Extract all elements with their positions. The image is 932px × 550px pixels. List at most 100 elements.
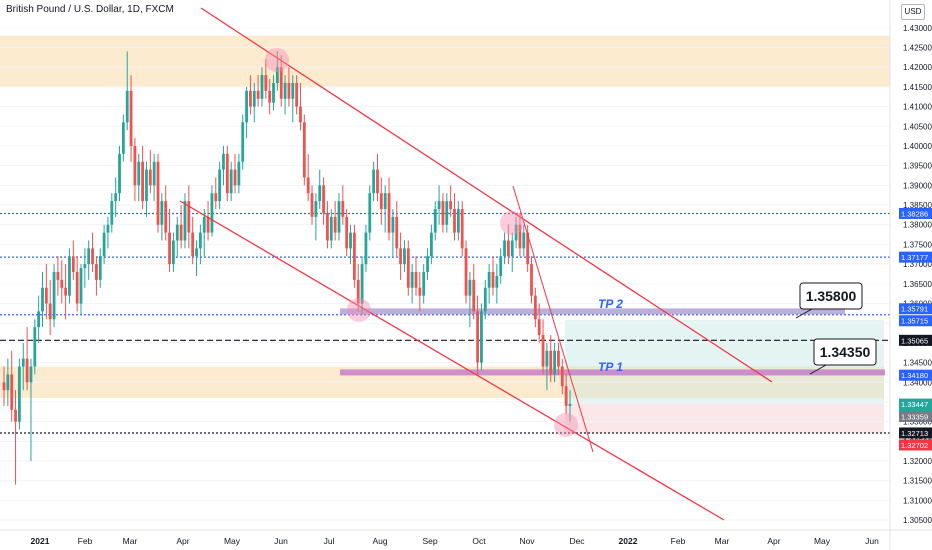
callout-lower-text: 1.34350 [820, 344, 871, 360]
candle-body [499, 256, 503, 276]
steep-trendline[interactable] [512, 185, 594, 453]
x-tick-label: Feb [78, 536, 93, 546]
y-tick-label: 1.30500 [903, 516, 932, 525]
candle-body [418, 287, 422, 296]
horizontal-lines-layer [0, 212, 890, 434]
y-tick-label: 1.37500 [903, 240, 932, 249]
resistance-zone [0, 35, 890, 87]
x-tick-label: Aug [372, 536, 387, 546]
candle-body [137, 161, 141, 186]
candle-body [522, 232, 526, 249]
candle-body [472, 279, 476, 312]
grid-layer [0, 27, 890, 521]
candle-body [83, 264, 87, 269]
x-tick-label: Jun [274, 536, 288, 546]
candle-body [433, 208, 437, 233]
chart-title: British Pound / U.S. Dollar, 1D, FXCM [6, 4, 174, 15]
candle-body [102, 232, 106, 257]
candle-body [152, 161, 156, 186]
candle-body [549, 350, 553, 375]
channel-upper-trendline[interactable] [200, 7, 773, 383]
candle-body [264, 75, 268, 91]
candle-body [345, 216, 349, 249]
channel-lower-trendline[interactable] [179, 200, 725, 521]
tp2-band[interactable] [340, 308, 845, 315]
candle-body [195, 248, 198, 257]
time-axis[interactable]: 2021 Feb Mar Apr May Jun Jul Aug Sep Oct Nov Dec 202… [0, 529, 932, 546]
candle-body [530, 264, 533, 296]
candle-body [333, 216, 337, 233]
x-tick-label: Sep [422, 536, 437, 546]
currency-badge[interactable]: USD [901, 4, 925, 20]
candle-body [283, 82, 287, 99]
candle-body [183, 201, 187, 241]
price-label-badge [899, 369, 932, 381]
tp1-label: TP 1 [598, 360, 623, 374]
touch-point-marker [265, 48, 289, 72]
candle-body [206, 216, 210, 233]
candle-body [121, 122, 125, 154]
y-tick-label: 1.40000 [903, 142, 932, 151]
candle-body [329, 216, 333, 241]
candle-body [372, 169, 376, 194]
candle-body [349, 232, 352, 249]
annotations-layer: TP 2 TP 1 1.35800 1.34350 [598, 282, 877, 375]
candle-body [202, 216, 206, 233]
candle-body [145, 169, 148, 202]
candle-body [302, 122, 306, 178]
candle-body [337, 201, 341, 233]
candle-body [29, 366, 33, 383]
price-label-text: 1.35065 [901, 336, 928, 345]
callout-upper-text: 1.35800 [806, 288, 857, 304]
candle-body [518, 224, 522, 249]
candle-body [383, 193, 387, 209]
candle-body [449, 201, 453, 209]
price-label-badge [899, 207, 932, 219]
candle-body [260, 75, 264, 99]
candle-body [187, 201, 191, 233]
candle-body [41, 287, 44, 312]
price-label-badge [899, 439, 932, 451]
price-label-text: 1.33447 [901, 400, 928, 409]
candle-body [487, 272, 491, 288]
x-tick-label: Apr [767, 536, 780, 546]
x-tick-label: Apr [176, 536, 189, 546]
candle-body [299, 106, 302, 123]
candle-body [272, 82, 275, 103]
candle-body [480, 311, 483, 363]
candle-body [464, 248, 468, 296]
candle-body [106, 224, 110, 233]
price-axis[interactable]: 1.43000 1.42500 1.42000 1.41500 1.41000 1.405… [889, 0, 932, 550]
candle-body [291, 82, 295, 99]
candle-body [172, 240, 175, 265]
y-tick-label: 1.36500 [903, 280, 932, 289]
candle-body [483, 287, 487, 312]
price-label-text: 1.35791 [901, 305, 928, 314]
tp1-band[interactable] [340, 369, 885, 376]
candle-body [406, 248, 410, 288]
candle-body [56, 272, 60, 280]
candle-body [268, 90, 272, 103]
x-tick-label: Dec [569, 536, 585, 546]
callout-upper[interactable]: 1.35800 [795, 282, 863, 319]
callout-lower[interactable]: 1.34350 [809, 338, 877, 375]
candle-body [314, 201, 318, 217]
candle-body [322, 185, 325, 213]
candle-body [148, 169, 152, 186]
candle-body [553, 350, 556, 375]
candle-body [191, 232, 195, 257]
candle-body [445, 201, 449, 225]
candle-body [198, 232, 202, 249]
candle-body [60, 279, 64, 288]
candle-body [510, 240, 514, 257]
candle-body [68, 256, 71, 296]
candle-body [441, 201, 445, 225]
candle-body [14, 409, 17, 422]
candle-body [175, 224, 179, 241]
x-tick-label: Jul [324, 536, 335, 546]
candle-body [341, 201, 345, 217]
candle-body [110, 201, 114, 225]
candle-body [468, 279, 472, 296]
y-tick-label: 1.34000 [903, 378, 932, 387]
